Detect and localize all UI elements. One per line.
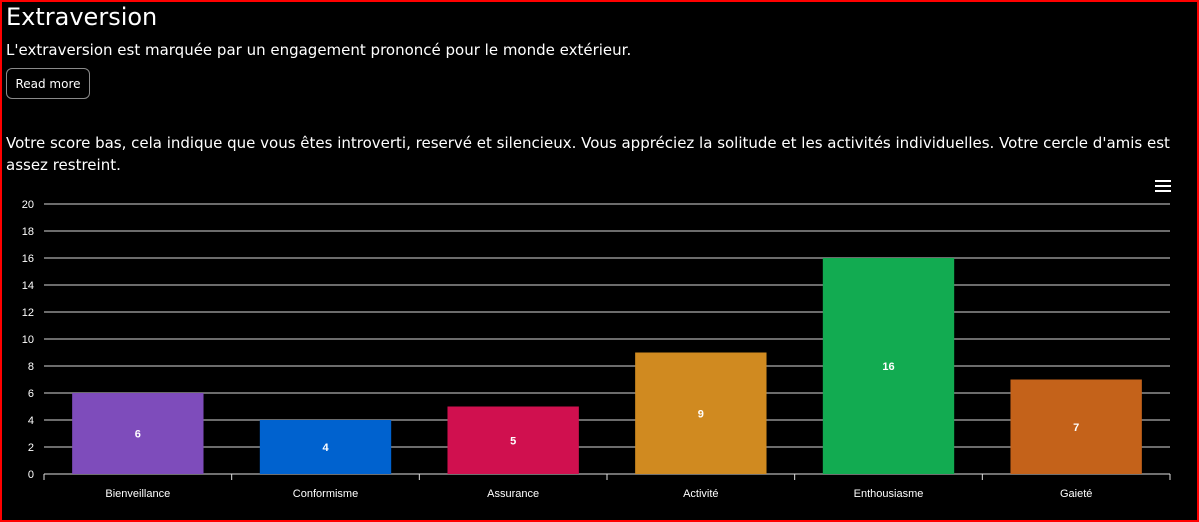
x-category-label: Bienveillance	[105, 488, 170, 500]
bar-value-label: 9	[698, 408, 704, 420]
y-tick-label: 20	[22, 199, 34, 211]
y-tick-label: 4	[28, 415, 34, 427]
bar-chart: 0 2 4 6 8 10 12 14 16 18 20 6 Bienveillance 4 Conformi…	[22, 199, 1171, 500]
page-title: Extraversion	[6, 3, 158, 31]
bar-value-label: 5	[510, 435, 516, 447]
y-tick-label: 12	[22, 307, 34, 319]
bar-value-label: 6	[135, 429, 141, 441]
bar	[1010, 379, 1142, 474]
y-tick-label: 10	[22, 334, 34, 346]
x-category-label: Gaieté	[1060, 488, 1092, 500]
trait-description: L'extraversion est marquée par un engage…	[6, 41, 632, 59]
bar-value-label: 4	[322, 442, 329, 454]
read-more-button[interactable]: Read more	[6, 68, 90, 99]
x-category-label: Conformisme	[293, 488, 358, 500]
bar	[635, 352, 767, 474]
y-tick-label: 6	[28, 388, 34, 400]
y-tick-label: 8	[28, 361, 34, 373]
hamburger-menu-icon[interactable]	[1155, 180, 1171, 194]
y-tick-label: 2	[28, 442, 34, 454]
bar	[259, 420, 392, 474]
score-interpretation: Votre score bas, cela indique que vous ê…	[6, 134, 1170, 174]
x-category-label: Enthousiasme	[854, 488, 924, 500]
bar-value-label: 16	[882, 361, 894, 373]
y-tick-label: 14	[22, 280, 34, 292]
x-category-label: Assurance	[487, 488, 539, 500]
x-category-label: Activité	[683, 488, 718, 500]
bar-value-label: 7	[1073, 422, 1079, 434]
y-tick-label: 0	[28, 469, 34, 481]
bar	[72, 393, 204, 474]
bar	[447, 406, 579, 474]
bar	[822, 258, 955, 474]
y-tick-label: 16	[22, 253, 34, 265]
y-tick-label: 18	[22, 226, 34, 238]
